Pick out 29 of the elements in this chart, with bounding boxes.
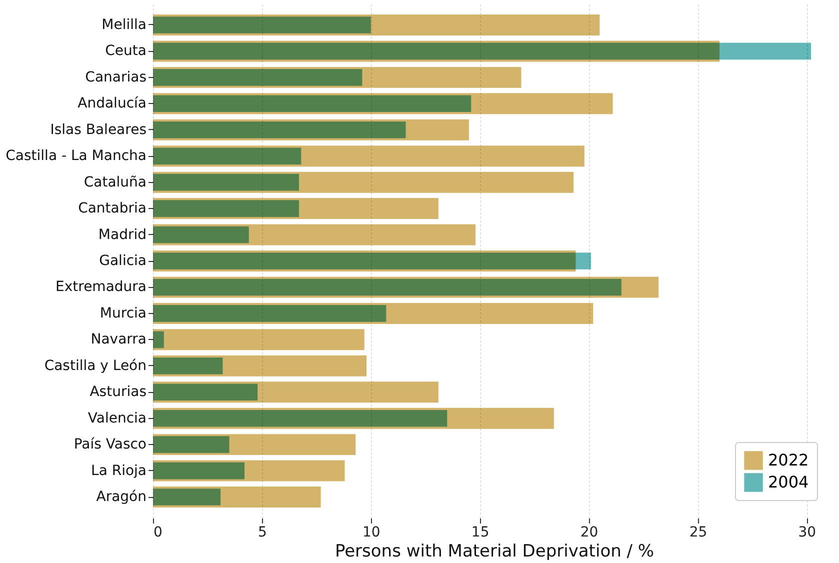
x-tick-label: 0 — [154, 524, 162, 540]
y-tick-label: Murcia — [100, 305, 146, 322]
y-tick-label: Canarias — [85, 69, 146, 86]
y-tick-label: Andalucía — [78, 96, 146, 112]
y-tick-label: Melilla — [102, 16, 146, 33]
y-tick-label: Galicia — [99, 253, 146, 269]
y-tick-label: Aragón — [96, 489, 146, 506]
x-tick-label: 20 — [580, 524, 598, 540]
y-tick-label: País Vasco — [74, 436, 146, 453]
x-tick-label: 30 — [798, 524, 816, 540]
y-tick-label: Cataluña — [84, 174, 146, 190]
x-tick-label: 15 — [471, 524, 490, 540]
y-tick-label: Asturias — [90, 384, 146, 400]
y-tick-label: Navarra — [90, 332, 146, 348]
legend-label: 2004 — [768, 472, 809, 492]
y-tick-label: Ceuta — [105, 43, 146, 60]
y-tick-label: Castilla y León — [44, 358, 146, 374]
x-tick-label: 25 — [689, 524, 708, 540]
x-tick-label: 10 — [362, 524, 380, 540]
y-tick-label: Islas Baleares — [50, 122, 146, 138]
y-tick-label: Extremadura — [56, 279, 146, 296]
legend-label: 2022 — [768, 450, 809, 470]
x-axis-title: Persons with Material Deprivation / % — [334, 542, 654, 562]
y-tick-label: Madrid — [98, 226, 146, 243]
y-tick-label: Valencia — [88, 410, 146, 426]
x-tick-label: 5 — [258, 524, 267, 540]
y-tick-label: Castilla - La Mancha — [6, 148, 146, 164]
y-tick-label: La Rioja — [91, 462, 146, 479]
y-tick-label: Cantabria — [78, 200, 146, 217]
